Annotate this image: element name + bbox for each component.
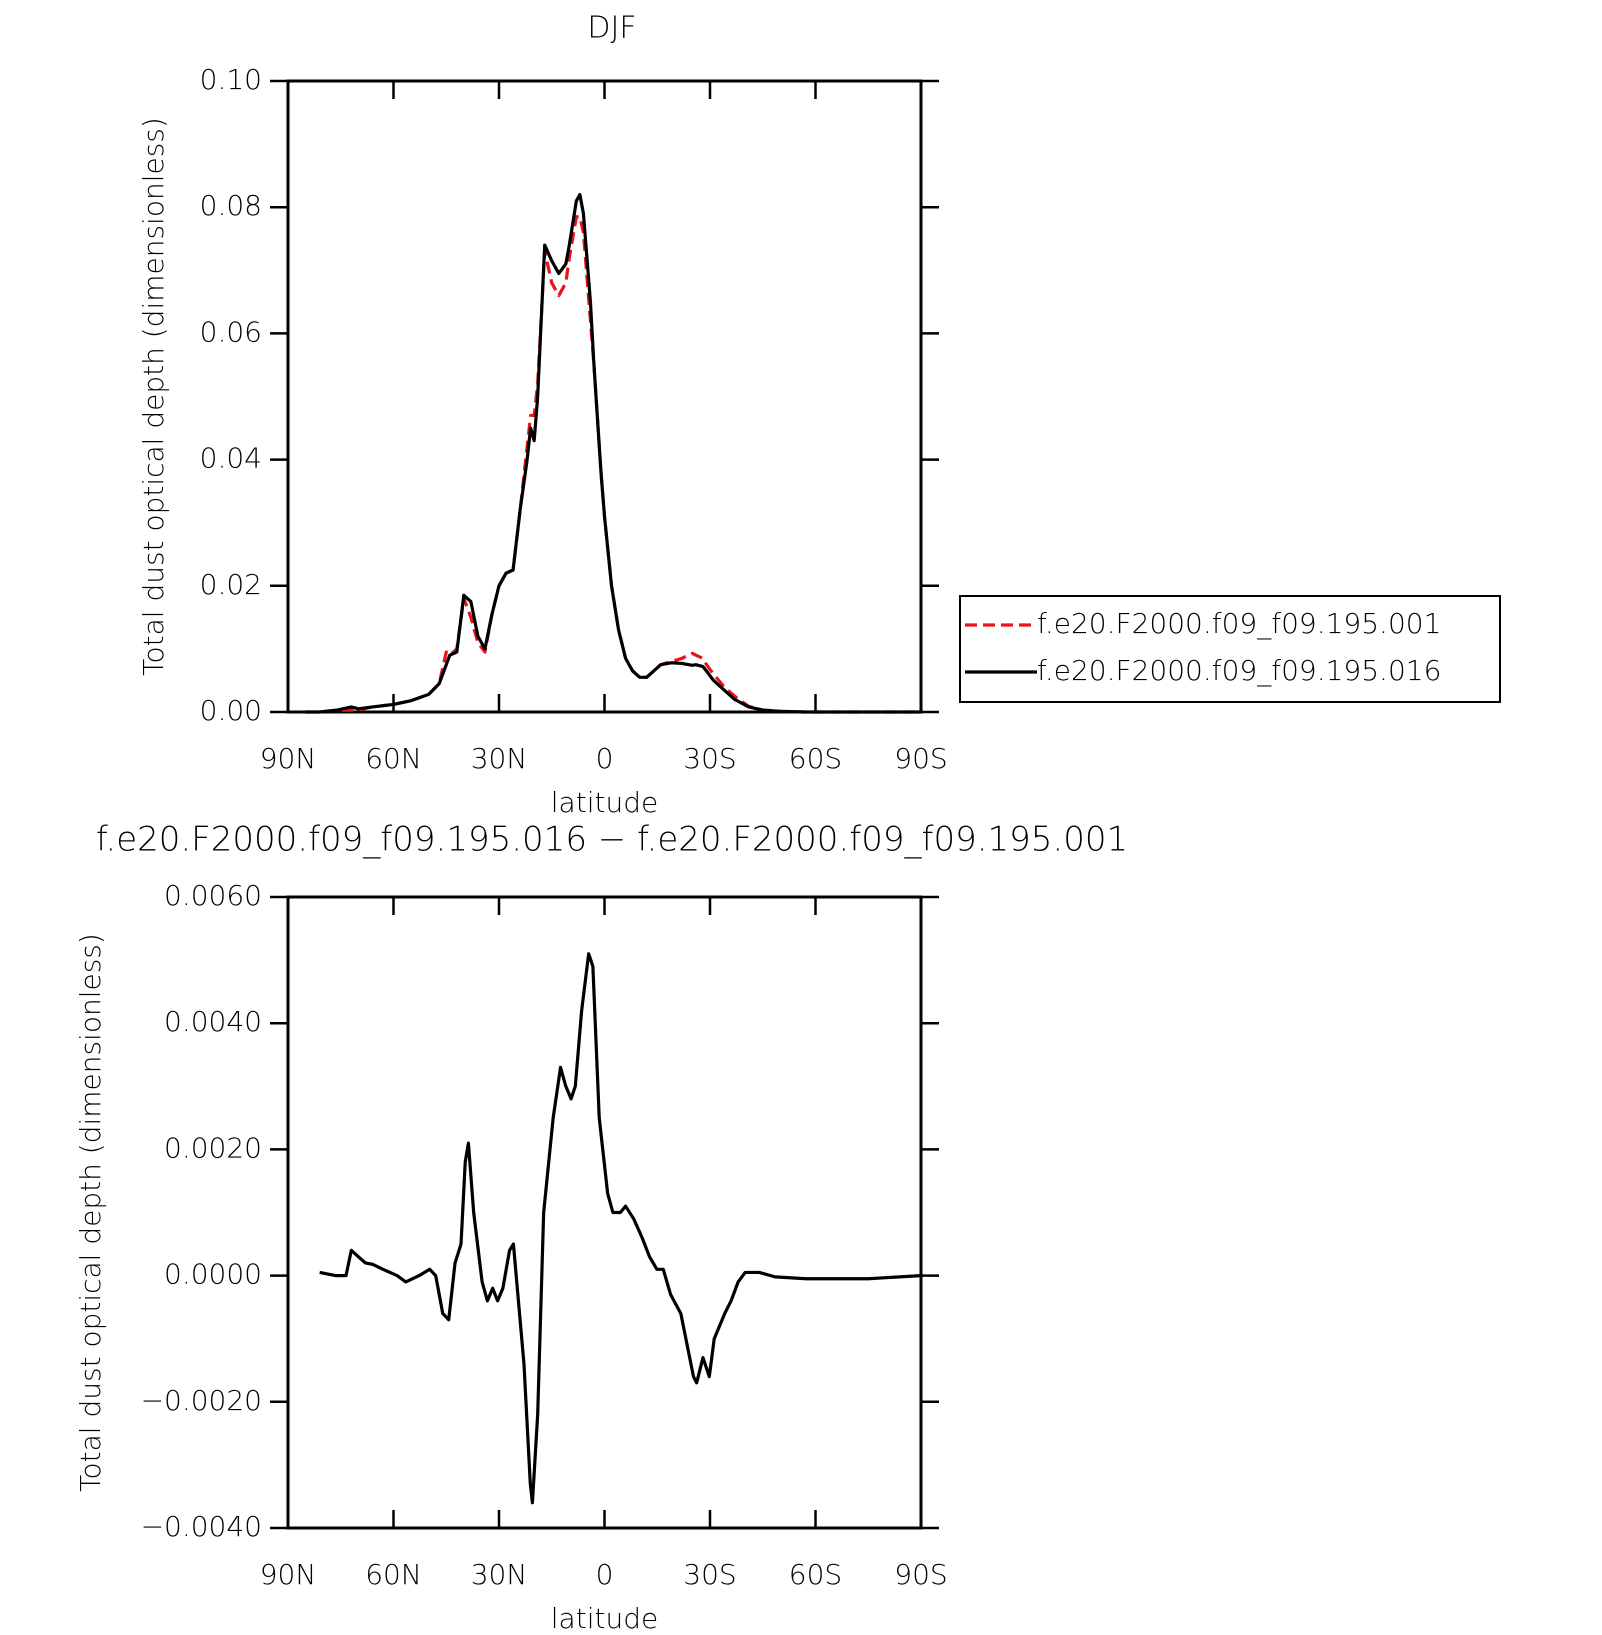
y-tick-label: 0.0040 [164, 1005, 262, 1038]
y-tick-label: 0.0000 [164, 1258, 262, 1291]
x-axis-label: latitude [551, 786, 658, 819]
y-axis-label: Total dust optical depth (dimensionless) [74, 933, 107, 1492]
y-axis-label: Total dust optical depth (dimensionless) [137, 117, 170, 676]
x-tick-label: 60N [365, 1558, 422, 1591]
x-tick-label: 90S [894, 1558, 947, 1591]
y-tick-label: 0.00 [200, 694, 262, 727]
y-tick-label: −0.0020 [141, 1384, 262, 1417]
x-tick-label: 60S [789, 742, 842, 775]
chart-title: f.e20.F2000.f09_f09.195.016 − f.e20.F200… [96, 820, 1128, 860]
x-tick-label: 90N [260, 1558, 317, 1591]
x-tick-label: 30S [683, 1558, 736, 1591]
x-tick-label: 30N [471, 742, 528, 775]
chart-title: DJF [587, 11, 636, 46]
y-tick-label: 0.0060 [164, 879, 262, 912]
x-tick-label: 0 [596, 742, 614, 775]
x-tick-label: 30N [471, 1558, 528, 1591]
plot-frame [286, 79, 923, 714]
x-tick-label: 90N [260, 742, 317, 775]
data-line [305, 215, 921, 714]
y-tick-label: −0.0040 [141, 1510, 262, 1543]
x-tick-label: 30S [683, 742, 736, 775]
x-tick-label: 0 [596, 1558, 614, 1591]
y-tick-label: 0.02 [200, 568, 262, 601]
plot-frame [286, 895, 923, 1530]
legend-box [959, 595, 1501, 703]
x-tick-label: 90S [894, 742, 947, 775]
y-tick-label: 0.04 [200, 442, 262, 475]
legend-label: f.e20.F2000.f09_f09.195.001 [1037, 607, 1441, 641]
x-tick-label: 60S [789, 1558, 842, 1591]
y-tick-label: 0.08 [200, 189, 262, 222]
y-tick-label: 0.0020 [164, 1131, 262, 1164]
y-tick-label: 0.10 [200, 63, 262, 96]
y-tick-label: 0.06 [200, 315, 262, 348]
data-line [305, 192, 921, 714]
legend-label: f.e20.F2000.f09_f09.195.016 [1037, 654, 1441, 688]
x-tick-label: 60N [365, 742, 422, 775]
x-axis-label: latitude [551, 1602, 658, 1635]
data-line [319, 952, 922, 1505]
